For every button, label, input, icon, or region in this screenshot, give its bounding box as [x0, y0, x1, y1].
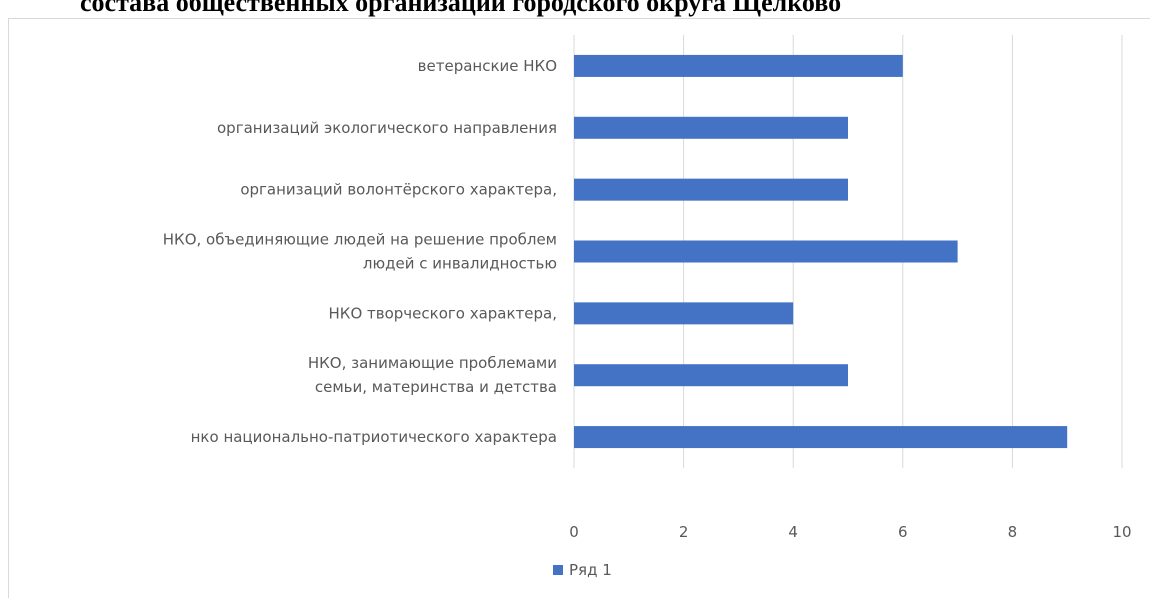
category-label: нко национально-патриотического характер…: [191, 428, 557, 446]
chart-title: состава общественных организаций городск…: [80, 0, 842, 17]
category-label-line: семьи, материнства и детства: [315, 378, 557, 396]
x-axis-ticks: 0 2 4 6 8 10: [569, 523, 1131, 541]
bars: [574, 54, 1068, 449]
category-label-line: НКО, объединяющие людей на решение пробл…: [163, 231, 557, 249]
category-label-line: ветеранские НКО: [418, 57, 557, 75]
category-label: ветеранские НКО: [418, 57, 557, 75]
category-labels: ветеранские НКО организаций экологическог…: [163, 57, 557, 446]
bar: [574, 240, 958, 263]
category-label: организаций экологического направления: [217, 119, 557, 137]
x-tick-label: 8: [1008, 523, 1018, 541]
category-label: НКО творческого характера,: [329, 304, 557, 322]
category-label: НКО, объединяющие людей на решение пробл…: [163, 231, 557, 273]
category-label: организаций волонтёрского характера,: [240, 181, 557, 199]
category-label-line: организаций экологического направления: [217, 119, 557, 137]
x-tick-label: 2: [679, 523, 689, 541]
bar: [574, 426, 1068, 449]
bar: [574, 54, 903, 77]
x-tick-label: 10: [1112, 523, 1131, 541]
legend-label: Ряд 1: [569, 561, 612, 579]
bar: [574, 178, 848, 201]
x-tick-label: 4: [788, 523, 798, 541]
x-tick-label: 0: [569, 523, 579, 541]
category-label-line: людей с инвалидностью: [363, 255, 557, 273]
category-label-line: НКО творческого характера,: [329, 304, 557, 322]
bar: [574, 302, 794, 325]
category-label-line: организаций волонтёрского характера,: [240, 181, 557, 199]
category-label-line: нко национально-патриотического характер…: [191, 428, 557, 446]
category-label: НКО, занимающие проблемами семьи, материн…: [308, 354, 557, 396]
legend: Ряд 1: [553, 560, 612, 580]
chart-area: [8, 18, 1150, 598]
category-label-line: НКО, занимающие проблемами: [308, 354, 557, 372]
bar: [574, 116, 848, 139]
bar: [574, 364, 848, 387]
legend-swatch: [553, 565, 563, 575]
x-tick-label: 6: [898, 523, 908, 541]
